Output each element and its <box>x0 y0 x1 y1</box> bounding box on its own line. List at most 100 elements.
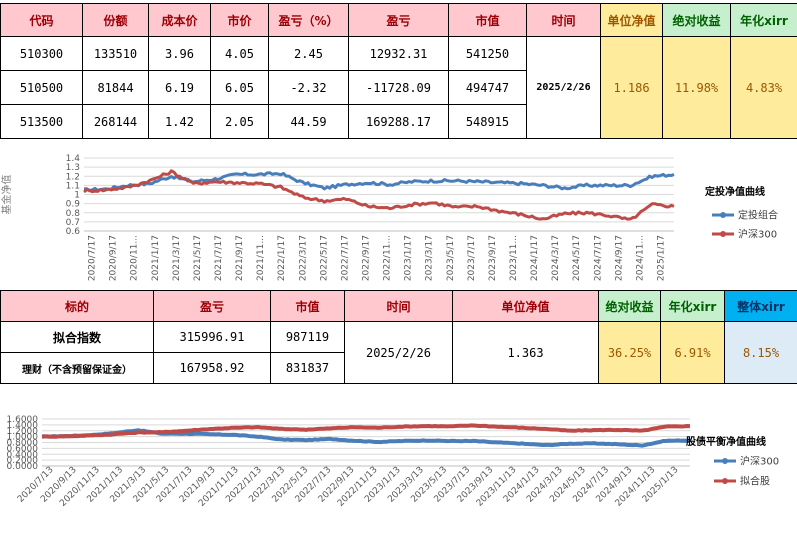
portfolio-table: 标的 盈亏 市值 时间 单位净值 绝对收益 年化xirr 整体xirr 拟合指数… <box>0 290 797 384</box>
cell-abs-return: 36.25% <box>599 322 661 384</box>
y-tick-label: 1.3 <box>66 163 80 173</box>
legend-marker <box>722 478 728 484</box>
cell-overall-xirr: 8.15% <box>725 322 797 384</box>
x-tick-label: 2022/9/17 <box>361 235 371 281</box>
balanced-nav-chart-svg: 0.00000.20000.40000.60000.80001.00001.20… <box>0 388 797 535</box>
cell-cost: 1.42 <box>149 105 211 139</box>
table-row: 510300 133510 3.96 4.05 2.45 12932.31 54… <box>1 37 797 71</box>
y-tick-label: 0.9 <box>66 200 81 210</box>
cell-date: 2025/2/26 <box>527 37 601 139</box>
cell-price: 4.05 <box>211 37 269 71</box>
cell-asset: 拟合指数 <box>1 322 154 353</box>
header-shares: 份额 <box>83 4 149 37</box>
cell-date: 2025/2/26 <box>345 322 453 384</box>
x-tick-label: 2025/1/17 <box>656 235 666 281</box>
cell-nav: 1.363 <box>453 322 599 384</box>
legend-label: 沪深300 <box>740 455 779 468</box>
x-tick-label: 2022/1/17 <box>277 235 287 281</box>
header-abs-return: 绝对收益 <box>599 291 661 322</box>
dca-nav-chart-svg: 0.60.70.80.911.11.21.31.4 2020/7/17 2020/9… <box>0 143 797 288</box>
cell-shares: 133510 <box>83 37 149 71</box>
x-tick-label: 2024/1/17 <box>530 235 540 281</box>
header-time: 时间 <box>527 4 601 37</box>
cell-pnl: 169288.17 <box>349 105 449 139</box>
y-tick-label: 0.7 <box>66 218 80 228</box>
cell-cost: 3.96 <box>149 37 211 71</box>
cell-value: 541250 <box>449 37 527 71</box>
legend-label: 拟合股 <box>740 475 770 488</box>
x-tick-label: 2022/3/17 <box>298 235 308 281</box>
y-axis-label: 基金净值 <box>0 175 13 215</box>
x-tick-label: 2020/9/17 <box>109 235 119 281</box>
x-tick-label: 2021/11... <box>256 235 266 281</box>
header-value: 市值 <box>271 291 345 322</box>
header-overall-xirr: 整体xirr <box>725 291 797 322</box>
header-xirr: 年化xirr <box>661 291 725 322</box>
cell-code: 510500 <box>1 71 83 105</box>
cell-pnl-pct: -2.32 <box>269 71 349 105</box>
x-tick-label: 2023/9/17 <box>488 235 498 281</box>
holdings-header-row: 代码 份额 成本价 市价 盈亏（%） 盈亏 市值 时间 单位净值 绝对收益 年化… <box>1 4 797 37</box>
header-time: 时间 <box>345 291 453 322</box>
portfolio-header-row: 标的 盈亏 市值 时间 单位净值 绝对收益 年化xirr 整体xirr <box>1 291 797 322</box>
cell-value: 548915 <box>449 105 527 139</box>
header-xirr: 年化xirr <box>731 4 797 37</box>
x-tick-label: 2020/7/17 <box>88 235 98 281</box>
header-value: 市值 <box>449 4 527 37</box>
cell-value: 831837 <box>271 353 345 384</box>
header-cost: 成本价 <box>149 4 211 37</box>
header-pnl: 盈亏 <box>349 4 449 37</box>
legend-marker <box>720 231 726 237</box>
x-tick-label: 2022/7/17 <box>340 235 350 281</box>
x-tick-label: 2021/7/17 <box>214 235 224 281</box>
cell-asset: 理财（不含预留保证金） <box>1 353 154 384</box>
cell-nav: 1.186 <box>601 37 663 139</box>
cell-cost: 6.19 <box>149 71 211 105</box>
cell-pnl: -11728.09 <box>349 71 449 105</box>
cell-pnl: 12932.31 <box>349 37 449 71</box>
series-line-0 <box>84 173 674 191</box>
header-pnl: 盈亏 <box>154 291 271 322</box>
cell-xirr: 4.83% <box>731 37 797 139</box>
cell-pnl-pct: 44.59 <box>269 105 349 139</box>
y-tick-label: 1.2 <box>66 172 80 182</box>
x-tick-label: 2023/5/17 <box>446 235 456 281</box>
legend-label: 定投组合 <box>738 209 778 222</box>
x-tick-label: 2022/5/17 <box>319 235 329 281</box>
header-nav: 单位净值 <box>453 291 599 322</box>
x-tick-label: 2022/11... <box>383 235 393 281</box>
x-tick-label: 2024/7/17 <box>593 235 603 281</box>
y-tick-label: 0.6 <box>66 227 81 237</box>
cell-value: 494747 <box>449 71 527 105</box>
x-tick-label: 2023/3/17 <box>425 235 435 281</box>
legend-label: 沪深300 <box>738 228 777 241</box>
cell-pnl: 167958.92 <box>154 353 271 384</box>
x-tick-label: 2021/3/17 <box>172 235 182 281</box>
y-tick-label: 0.8 <box>66 209 81 219</box>
x-tick-label: 2021/9/17 <box>235 235 245 281</box>
x-tick-label: 2024/3/17 <box>551 235 561 281</box>
x-tick-label: 2024/5/17 <box>572 235 582 281</box>
header-pnl-pct: 盈亏（%） <box>269 4 349 37</box>
x-tick-label: 2020/11... <box>130 235 140 281</box>
y-tick-label: 1.4 <box>66 154 81 164</box>
cell-price: 6.05 <box>211 71 269 105</box>
cell-pnl: 315996.91 <box>154 322 271 353</box>
header-price: 市价 <box>211 4 269 37</box>
cell-value: 987119 <box>271 322 345 353</box>
y-tick-label: 1.6000 <box>7 415 39 425</box>
cell-code: 513500 <box>1 105 83 139</box>
table-row: 拟合指数 315996.91 987119 2025/2/26 1.363 36… <box>1 322 797 353</box>
cell-pnl-pct: 2.45 <box>269 37 349 71</box>
cell-abs-return: 11.98% <box>663 37 731 139</box>
y-tick-label: 1 <box>74 191 80 201</box>
x-tick-label: 2021/1/17 <box>151 235 161 281</box>
chart-title: 股债平衡净值曲线 <box>686 435 766 448</box>
legend-marker <box>720 212 726 218</box>
cell-shares: 268144 <box>83 105 149 139</box>
header-abs-return: 绝对收益 <box>663 4 731 37</box>
x-tick-label: 2023/11... <box>509 235 519 281</box>
y-tick-label: 1.1 <box>66 181 80 191</box>
